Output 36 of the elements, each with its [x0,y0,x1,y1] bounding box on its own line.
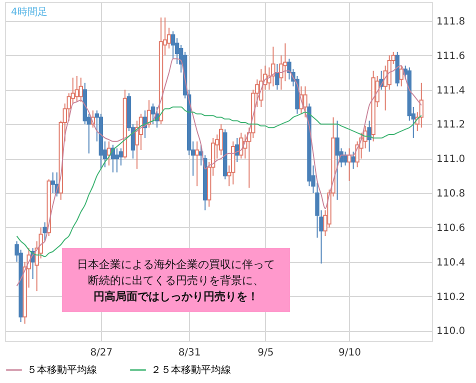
candlestick [150,103,156,125]
legend-label: ２５本移動平均線 [151,364,231,376]
candlestick [351,151,356,170]
annotation: 4時間足 [11,6,48,18]
x-tick-label: 8/31 [178,348,201,358]
candlestick [194,140,200,187]
y-tick-label: 110.6 [436,222,466,234]
y-tick-label: 111.8 [436,16,466,28]
candlestick [303,86,308,118]
x-tick-label: 8/27 [90,348,113,358]
candlestick [50,172,55,194]
x-tick-label: 9/10 [338,348,362,358]
candlestick [271,46,276,87]
candlestick [219,124,224,156]
candlestick [399,65,404,87]
annotation: 円高局面ではしっかり円売りを！ [94,290,258,303]
candlestick [114,148,120,173]
candlestick [74,75,79,102]
y-tick-label: 111.2 [436,120,466,131]
y-tick-label: 110.2 [436,292,466,303]
x-tick-label: 9/5 [258,348,274,358]
candlestick [335,120,340,200]
y-tick-label: 110.0 [436,326,466,338]
candlestick [275,63,280,90]
candlestick [78,77,83,102]
y-tick-label: 111.4 [436,85,466,96]
y-tick-label: 110.8 [436,188,466,200]
candlestick [42,222,47,242]
candlestick [367,120,372,152]
annotation: 日本企業による海外企業の買収に伴って [77,258,275,271]
y-tick-label: 111.0 [436,154,466,166]
annotation: 断続的に出てくる円売りを背景に、 [88,274,264,287]
y-tick-label: 110.4 [436,257,466,268]
y-tick-label: 111.6 [436,50,466,62]
legend-label: ５本移動平均線 [27,364,97,376]
candlestick [419,82,424,128]
